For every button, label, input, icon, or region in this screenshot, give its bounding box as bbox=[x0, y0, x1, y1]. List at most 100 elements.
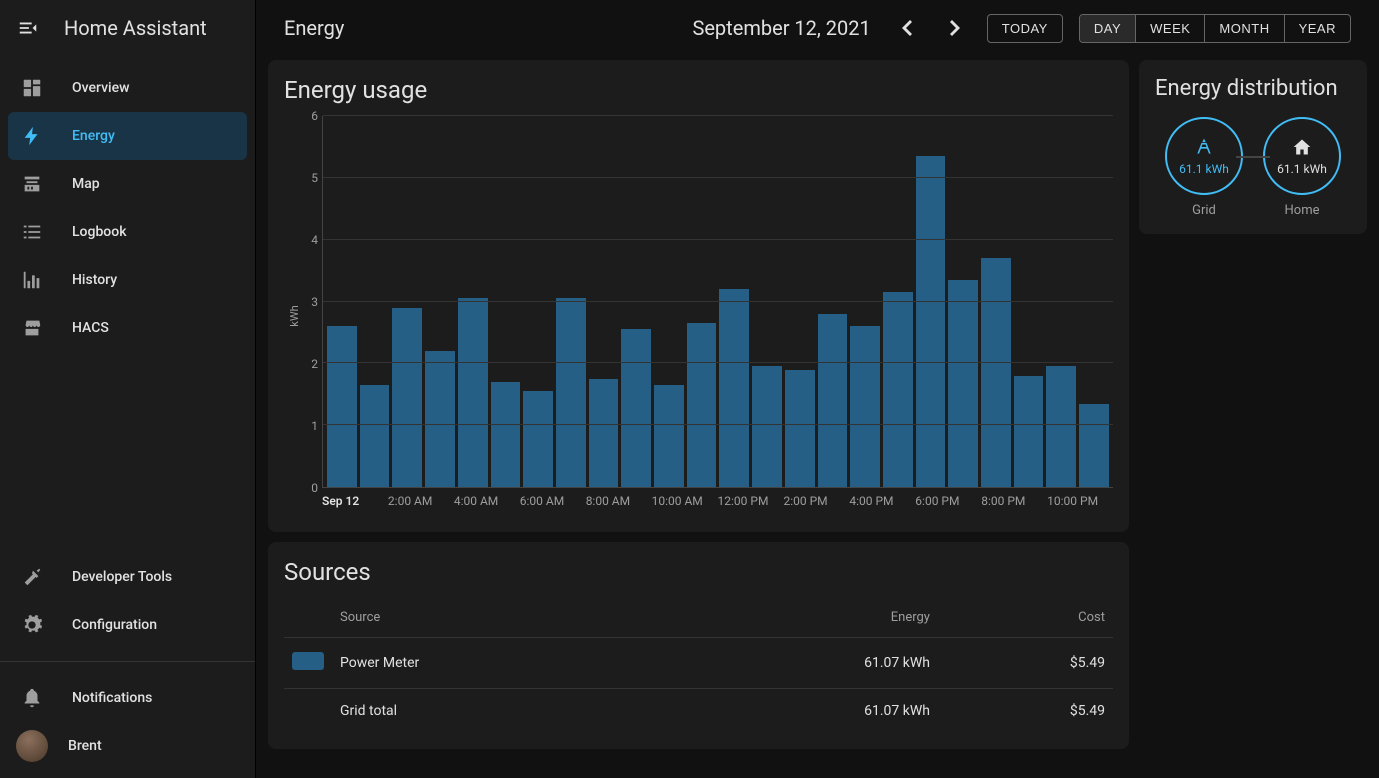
bar bbox=[1046, 366, 1076, 487]
bar bbox=[458, 298, 488, 487]
source-swatch bbox=[292, 652, 324, 670]
next-arrow-icon[interactable] bbox=[939, 12, 971, 44]
x-tick: 6:00 PM bbox=[915, 494, 981, 516]
bar bbox=[425, 351, 455, 487]
range-selector: DAYWEEKMONTHYEAR bbox=[1079, 14, 1351, 43]
sidebar-header: Home Assistant bbox=[0, 0, 255, 56]
bar bbox=[850, 326, 880, 487]
sources-table: Source Energy Cost Power Meter61.07 kWh$… bbox=[284, 598, 1113, 733]
home-node: 61.1 kWh Home bbox=[1263, 117, 1341, 218]
bar bbox=[981, 258, 1011, 487]
x-tick: 8:00 AM bbox=[586, 494, 652, 516]
bar bbox=[523, 391, 553, 487]
sources-card: Sources Source Energy Cost Power Meter61… bbox=[268, 542, 1129, 749]
col-cost: Cost bbox=[938, 598, 1113, 638]
sidebar-item-label: Map bbox=[72, 176, 100, 192]
sidebar-item-label: Developer Tools bbox=[72, 569, 172, 585]
bar bbox=[621, 329, 651, 487]
sidebar-item-map[interactable]: Map bbox=[8, 160, 247, 208]
home-icon bbox=[1292, 137, 1312, 160]
x-tick: 6:00 AM bbox=[520, 494, 586, 516]
range-month[interactable]: MONTH bbox=[1205, 15, 1284, 42]
grid-label: Grid bbox=[1192, 203, 1216, 218]
sidebar: Home Assistant Overview Energy Map Logbook H… bbox=[0, 0, 256, 778]
energy-distribution-card: Energy distribution 61.1 kWh Grid bbox=[1139, 60, 1367, 234]
sidebar-item-logbook[interactable]: Logbook bbox=[8, 208, 247, 256]
bar bbox=[654, 385, 684, 487]
bar bbox=[491, 382, 521, 487]
prev-arrow-icon[interactable] bbox=[891, 12, 923, 44]
grid-value: 61.1 kWh bbox=[1179, 162, 1229, 176]
store-icon bbox=[20, 316, 44, 340]
list-icon bbox=[20, 220, 44, 244]
y-tick: 6 bbox=[294, 109, 318, 123]
x-tick: 4:00 PM bbox=[849, 494, 915, 516]
dashboard-icon bbox=[20, 76, 44, 100]
x-tick: 4:00 AM bbox=[454, 494, 520, 516]
x-tick: 2:00 PM bbox=[783, 494, 849, 516]
energy-usage-chart: kWh 0123456 Sep 122:00 AM4:00 AM6:00 AM8… bbox=[284, 116, 1113, 516]
table-row: Power Meter61.07 kWh$5.49 bbox=[284, 638, 1113, 689]
hammer-icon bbox=[20, 565, 44, 589]
sidebar-item-label: Notifications bbox=[72, 690, 152, 706]
sidebar-item-config[interactable]: Configuration bbox=[8, 601, 247, 649]
bell-icon bbox=[20, 686, 44, 710]
y-tick: 2 bbox=[294, 357, 318, 371]
grid-node: 61.1 kWh Grid bbox=[1165, 117, 1243, 218]
menu-toggle-icon[interactable] bbox=[16, 16, 40, 40]
y-tick: 5 bbox=[294, 171, 318, 185]
x-tick: Sep 12 bbox=[322, 494, 388, 516]
app-title: Home Assistant bbox=[64, 16, 207, 40]
sidebar-item-energy[interactable]: Energy bbox=[8, 112, 247, 160]
col-energy: Energy bbox=[658, 598, 938, 638]
sidebar-item-label: Configuration bbox=[72, 617, 157, 633]
sidebar-item-label: Brent bbox=[68, 738, 102, 754]
bar bbox=[327, 326, 357, 487]
range-year[interactable]: YEAR bbox=[1285, 15, 1350, 42]
sidebar-item-user[interactable]: Brent bbox=[8, 722, 247, 770]
today-button[interactable]: TODAY bbox=[987, 14, 1063, 43]
bar bbox=[360, 385, 390, 487]
home-value: 61.1 kWh bbox=[1277, 162, 1327, 176]
sources-title: Sources bbox=[284, 558, 1113, 586]
sidebar-item-overview[interactable]: Overview bbox=[8, 64, 247, 112]
bar bbox=[392, 308, 422, 487]
bar bbox=[883, 292, 913, 487]
source-cost: $5.49 bbox=[938, 638, 1113, 689]
total-cost: $5.49 bbox=[938, 689, 1113, 734]
bar bbox=[948, 280, 978, 487]
total-label: Grid total bbox=[332, 689, 658, 734]
sidebar-item-hacs[interactable]: HACS bbox=[8, 304, 247, 352]
sidebar-item-label: History bbox=[72, 272, 117, 288]
nav-footer: Notifications Brent bbox=[0, 666, 255, 778]
sidebar-item-notifications[interactable]: Notifications bbox=[8, 674, 247, 722]
bar bbox=[589, 379, 619, 487]
home-label: Home bbox=[1285, 203, 1320, 218]
bar bbox=[752, 366, 782, 487]
sidebar-item-label: Overview bbox=[72, 80, 129, 96]
y-tick: 0 bbox=[294, 481, 318, 495]
page-title: Energy bbox=[284, 16, 676, 40]
bar bbox=[818, 314, 848, 487]
nav-main: Overview Energy Map Logbook History HACS bbox=[0, 56, 255, 360]
range-week[interactable]: WEEK bbox=[1136, 15, 1205, 42]
sidebar-item-devtools[interactable]: Developer Tools bbox=[8, 553, 247, 601]
gear-icon bbox=[20, 613, 44, 637]
bar bbox=[1079, 404, 1109, 487]
range-day[interactable]: DAY bbox=[1080, 15, 1136, 42]
source-name: Power Meter bbox=[332, 638, 658, 689]
bar bbox=[785, 370, 815, 487]
total-energy: 61.07 kWh bbox=[658, 689, 938, 734]
y-tick: 3 bbox=[294, 295, 318, 309]
bar bbox=[556, 298, 586, 487]
map-icon bbox=[20, 172, 44, 196]
chart-icon bbox=[20, 268, 44, 292]
sidebar-item-history[interactable]: History bbox=[8, 256, 247, 304]
avatar bbox=[16, 730, 48, 762]
y-tick: 1 bbox=[294, 419, 318, 433]
distribution-title: Energy distribution bbox=[1155, 76, 1351, 101]
main: Energy September 12, 2021 TODAY DAYWEEKM… bbox=[256, 0, 1379, 778]
x-tick: 10:00 PM bbox=[1047, 494, 1113, 516]
y-tick: 4 bbox=[294, 233, 318, 247]
source-energy: 61.07 kWh bbox=[658, 638, 938, 689]
